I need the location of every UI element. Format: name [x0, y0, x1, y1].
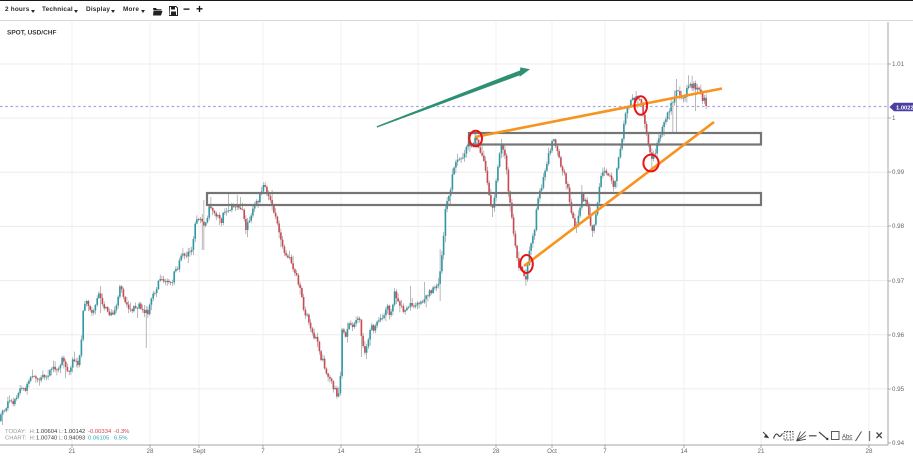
svg-text:21: 21 [415, 448, 422, 455]
svg-text:21: 21 [758, 448, 765, 455]
svg-text:0.95: 0.95 [892, 386, 905, 393]
svg-text:1.01: 1.01 [892, 61, 905, 68]
svg-text:14: 14 [681, 448, 688, 455]
svg-text:H:: H: [30, 435, 36, 441]
svg-text:7: 7 [261, 448, 265, 455]
svg-text:1.00142: 1.00142 [64, 429, 85, 435]
svg-text:0.06105: 0.06105 [88, 435, 110, 441]
svg-text:7: 7 [603, 448, 607, 455]
svg-text:0.94093: 0.94093 [64, 435, 86, 441]
svg-text:28: 28 [147, 448, 154, 455]
svg-text:CHART:: CHART: [5, 435, 27, 441]
svg-text:1.00604: 1.00604 [36, 429, 58, 435]
svg-text:0.99: 0.99 [892, 169, 905, 176]
svg-text:L:: L: [59, 429, 64, 435]
svg-text:1.00740: 1.00740 [36, 435, 58, 441]
svg-text:0.98: 0.98 [892, 223, 905, 230]
svg-text:Oct: Oct [547, 448, 557, 455]
svg-text:14: 14 [338, 448, 345, 455]
svg-text:0.94: 0.94 [892, 440, 905, 447]
svg-text:TODAY:: TODAY: [5, 429, 26, 435]
svg-text:6.5%: 6.5% [114, 435, 128, 441]
svg-text:-0.3%: -0.3% [114, 429, 130, 435]
svg-text:1: 1 [892, 115, 896, 122]
svg-text:0.96: 0.96 [892, 332, 905, 339]
svg-text:-0.00334: -0.00334 [88, 429, 112, 435]
svg-text:0.97: 0.97 [892, 278, 905, 285]
svg-text:21: 21 [69, 448, 76, 455]
svg-text:L:: L: [59, 435, 64, 441]
svg-text:H:: H: [30, 429, 36, 435]
svg-text:Abc: Abc [842, 435, 852, 441]
svg-text:28: 28 [493, 448, 500, 455]
svg-text:1.00225: 1.00225 [896, 106, 913, 112]
svg-text:Sept: Sept [193, 448, 206, 455]
svg-text:28: 28 [866, 448, 873, 455]
svg-text:SPOT, USD/CHF: SPOT, USD/CHF [7, 30, 57, 37]
